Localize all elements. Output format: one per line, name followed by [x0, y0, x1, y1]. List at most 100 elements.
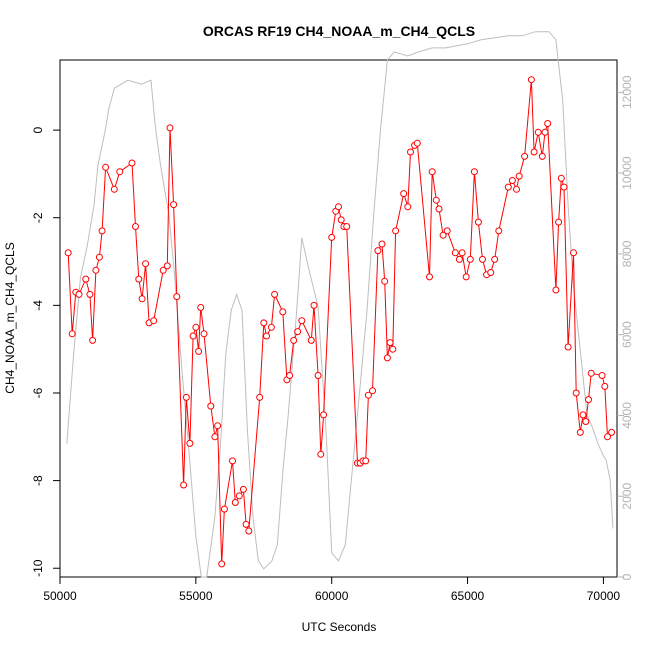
data-point — [608, 428, 616, 436]
y-tick-label: -4 — [31, 300, 45, 311]
data-point — [192, 323, 200, 331]
data-point — [455, 255, 463, 263]
data-point — [320, 411, 328, 419]
data-point — [432, 196, 440, 204]
data-point — [487, 269, 495, 276]
y2-tick-label: 12000 — [620, 75, 634, 109]
data-point — [466, 255, 474, 263]
data-point — [513, 185, 520, 193]
x-tick-label: 70000 — [587, 589, 621, 603]
data-point — [555, 218, 563, 226]
data-point — [576, 428, 584, 436]
x-tick-label: 50000 — [43, 589, 77, 603]
data-point — [138, 295, 146, 303]
data-point — [582, 418, 590, 425]
data-point — [369, 387, 376, 395]
data-point — [218, 560, 226, 568]
y-tick-label: -2 — [31, 212, 45, 223]
data-point — [335, 203, 342, 211]
data-point — [386, 339, 394, 347]
data-point — [538, 152, 546, 160]
data-point — [307, 336, 315, 344]
y2-tick-label: 4000 — [620, 402, 634, 429]
data-point — [383, 354, 391, 362]
data-point — [508, 177, 516, 184]
data-point — [314, 372, 322, 379]
data-point — [541, 128, 549, 136]
data-point — [186, 439, 194, 447]
y-tick-label: 0 — [31, 126, 45, 133]
y2-tick-label: 2000 — [620, 483, 634, 510]
data-point — [260, 319, 268, 327]
secondary-y-axis: 0 2000 4000 6000 8000 10000 12000 — [617, 75, 634, 580]
data-point — [271, 290, 279, 298]
data-point — [413, 139, 421, 147]
data-point — [439, 231, 447, 239]
data-point — [428, 168, 436, 176]
data-point — [557, 174, 565, 182]
data-point — [364, 391, 372, 399]
data-point — [116, 168, 124, 176]
data-point — [150, 317, 158, 325]
data-point — [587, 369, 595, 377]
data-point — [362, 457, 370, 465]
secondary-series — [66, 31, 614, 578]
data-point — [435, 205, 443, 213]
data-point — [68, 330, 76, 338]
plot-frame — [59, 59, 618, 578]
data-point — [572, 389, 580, 397]
x-axis: 50000 55000 60000 65000 70000 — [43, 577, 620, 603]
data-point — [286, 372, 294, 379]
data-point — [102, 163, 110, 171]
data-point — [601, 382, 609, 390]
x-tick-label: 65000 — [451, 589, 485, 603]
data-point — [462, 273, 470, 281]
data-point — [479, 255, 486, 263]
data-point — [142, 260, 150, 268]
data-point — [263, 332, 270, 340]
data-point — [235, 492, 243, 500]
data-point — [110, 185, 118, 193]
data-point — [279, 308, 287, 316]
y2-tick-label: 0 — [620, 573, 634, 580]
data-point — [231, 499, 239, 506]
data-point — [86, 290, 94, 298]
data-point — [495, 227, 503, 235]
data-point — [458, 249, 466, 257]
data-point — [207, 402, 215, 410]
data-point — [256, 393, 264, 401]
data-point — [173, 293, 181, 301]
x-tick-label: 55000 — [179, 589, 213, 603]
data-point — [180, 481, 188, 489]
data-point — [337, 216, 345, 224]
data-point — [564, 343, 572, 351]
y2-tick-label: 8000 — [620, 240, 634, 267]
data-point — [82, 275, 90, 283]
data-point — [89, 336, 97, 344]
y2-tick-label: 10000 — [620, 156, 634, 190]
data-point — [400, 190, 408, 198]
data-point — [298, 317, 306, 325]
data-point — [381, 277, 389, 285]
data-point — [451, 249, 459, 257]
data-point — [515, 172, 523, 180]
data-point — [426, 273, 433, 281]
data-point — [242, 520, 250, 528]
secondary-series-line — [66, 31, 614, 578]
y2-tick-label: 6000 — [620, 321, 634, 348]
data-point — [239, 485, 247, 493]
y-tick-label: -6 — [31, 387, 45, 398]
data-point — [220, 505, 228, 513]
data-point — [470, 168, 478, 176]
data-point — [267, 323, 275, 331]
data-point — [75, 290, 83, 298]
data-point — [604, 433, 611, 441]
data-point — [245, 527, 253, 535]
y-axis-label: CH4_NOAA_m_CH4_QCLS — [3, 242, 17, 393]
x-tick-label: 60000 — [315, 589, 349, 603]
data-point — [343, 223, 351, 230]
data-point — [64, 249, 72, 257]
data-point — [407, 148, 414, 156]
data-point — [598, 372, 606, 379]
